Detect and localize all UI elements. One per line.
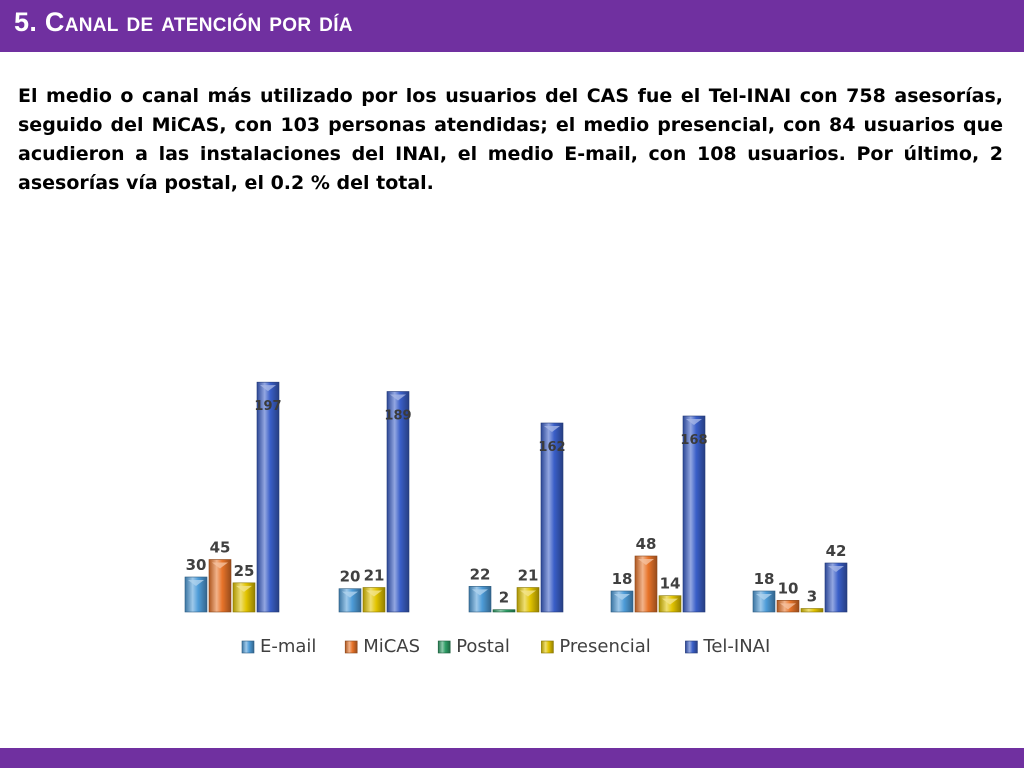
value-label-tel-inai-4: 168 — [680, 433, 707, 448]
legend-item-presencial: Presencial — [541, 636, 651, 657]
value-label-tel-inai-3: 162 — [538, 440, 565, 455]
legend-label-micas: MiCAS — [363, 636, 420, 657]
value-label-e-mail-5: 18 — [754, 570, 775, 588]
bar-micas-4-bevel — [638, 559, 654, 565]
chart-legend: E-mail MiCAS Postal Presencial Tel-INAI — [241, 636, 770, 657]
bar-e-mail-2-bevel — [342, 591, 358, 598]
legend-swatch-tel-inai — [685, 640, 698, 654]
value-label-tel-inai-5: 42 — [826, 542, 847, 560]
bar-tel-inai-4-bevel — [686, 419, 702, 425]
legend-label-presencial: Presencial — [559, 636, 650, 657]
bar-e-mail-1 — [184, 576, 208, 613]
bar-micas-4 — [634, 555, 658, 613]
bar-e-mail-4 — [610, 590, 634, 613]
bar-tel-inai-4 — [682, 415, 706, 613]
legend-swatch-presencial — [541, 640, 554, 654]
bar-e-mail-5 — [752, 590, 776, 613]
bar-presencial-2-bevel — [366, 590, 382, 597]
legend-item-tel-inai: Tel-INAI — [685, 636, 770, 657]
legend-swatch-micas — [344, 640, 358, 654]
value-label-e-mail-4: 18 — [612, 570, 633, 588]
legend-item-micas: MiCAS — [344, 636, 420, 657]
bar-tel-inai-2-bevel — [390, 394, 406, 401]
bar-tel-inai-5 — [824, 562, 848, 613]
bar-tel-inai-1 — [256, 381, 280, 613]
value-label-micas-5: 10 — [778, 579, 799, 597]
bar-presencial-3 — [516, 587, 540, 613]
bar-postal-3 — [492, 609, 516, 613]
value-label-e-mail-3: 22 — [470, 565, 491, 583]
bar-tel-inai-1-bevel — [260, 385, 276, 392]
legend-label-postal: Postal — [456, 636, 510, 657]
bar-tel-inai-3-bevel — [544, 426, 560, 432]
legend-item-e-mail: E-mail — [241, 636, 316, 657]
value-label-presencial-2: 21 — [364, 567, 385, 585]
value-label-e-mail-2: 20 — [340, 568, 361, 586]
legend-item-postal: Postal — [437, 636, 510, 657]
legend-label-tel-inai: Tel-INAI — [702, 636, 770, 657]
title-bar: 5. Canal de atención por día — [0, 0, 1024, 52]
bar-e-mail-3 — [468, 586, 492, 613]
bar-e-mail-4-bevel — [614, 594, 630, 600]
value-label-micas-1: 45 — [210, 539, 231, 557]
slide-title: 5. Canal de atención por día — [14, 7, 353, 37]
summary-paragraph: El medio o canal más utilizado por los u… — [18, 85, 1003, 194]
value-label-presencial-3: 21 — [518, 567, 539, 585]
value-label-presencial-5: 3 — [807, 588, 817, 606]
bars-layer — [184, 381, 848, 613]
value-label-tel-inai-1: 197 — [254, 399, 281, 414]
bar-tel-inai-2 — [386, 391, 410, 613]
value-label-presencial-1: 25 — [234, 562, 255, 580]
value-label-presencial-4: 14 — [660, 575, 681, 593]
legend-swatch-postal — [437, 640, 451, 654]
bar-presencial-2 — [362, 587, 386, 613]
bar-micas-1-bevel — [212, 562, 228, 569]
legend-swatch-e-mail — [241, 640, 255, 654]
bar-tel-inai-5-bevel — [828, 566, 844, 572]
bar-tel-inai-3 — [540, 422, 564, 613]
value-label-micas-4: 48 — [636, 535, 657, 553]
bar-micas-5-bevel — [780, 603, 796, 610]
bar-presencial-1 — [232, 582, 256, 613]
bar-e-mail-1-bevel — [188, 580, 204, 586]
bar-micas-1 — [208, 559, 232, 613]
footer-bar — [0, 748, 1024, 768]
bar-e-mail-2 — [338, 588, 362, 613]
bar-e-mail-3-bevel — [472, 589, 488, 596]
value-label-e-mail-1: 30 — [186, 556, 207, 574]
bar-e-mail-5-bevel — [756, 594, 772, 600]
bar-presencial-5 — [800, 608, 824, 613]
value-label-postal-3: 2 — [499, 589, 509, 607]
bar-presencial-1-bevel — [236, 585, 252, 592]
bar-presencial-4-bevel — [662, 598, 678, 605]
legend-label-e-mail: E-mail — [260, 636, 316, 657]
value-label-tel-inai-2: 189 — [384, 409, 411, 424]
bar-presencial-3-bevel — [520, 590, 536, 597]
